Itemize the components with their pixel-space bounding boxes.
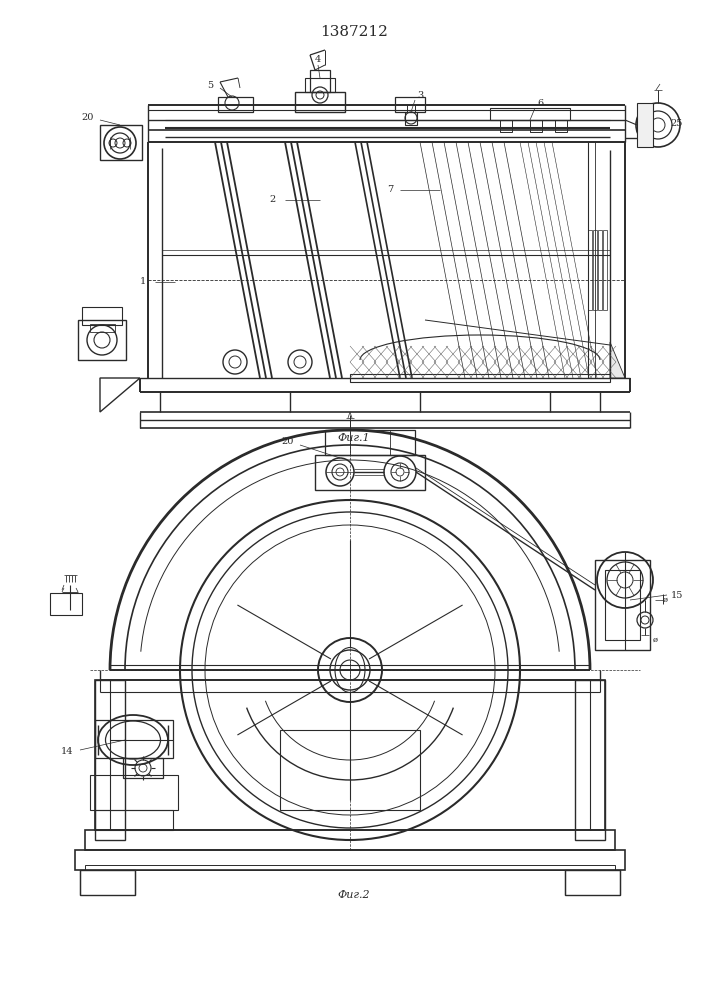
Bar (405, 112, 417, 125)
Text: 7: 7 (387, 186, 393, 194)
Bar (95, 720, 173, 758)
Bar (637, 103, 653, 147)
Text: 15: 15 (671, 590, 683, 599)
Polygon shape (610, 342, 625, 378)
Bar (80, 870, 135, 895)
Text: 1: 1 (140, 277, 146, 286)
Bar (218, 97, 253, 112)
Bar (598, 230, 602, 310)
Text: 25: 25 (671, 118, 683, 127)
Bar (310, 70, 330, 92)
Text: ø: ø (653, 636, 658, 644)
Bar (315, 455, 425, 490)
Bar (50, 593, 82, 615)
Text: 20: 20 (282, 438, 294, 446)
Bar (490, 108, 570, 120)
Bar (395, 97, 425, 112)
Text: 14: 14 (61, 748, 74, 756)
Bar (295, 92, 345, 112)
Bar (95, 810, 173, 830)
Bar (90, 324, 115, 332)
Text: 3: 3 (417, 92, 423, 101)
Bar (500, 120, 512, 132)
Bar (82, 307, 122, 325)
Bar (325, 430, 415, 455)
Bar (90, 775, 178, 810)
Bar (305, 78, 335, 92)
Text: 4: 4 (315, 55, 321, 64)
Bar (85, 830, 615, 850)
Bar (95, 680, 605, 830)
Bar (575, 680, 605, 840)
Bar (605, 570, 640, 640)
Bar (280, 730, 420, 810)
Bar (588, 230, 592, 310)
Bar (100, 125, 142, 160)
Bar (350, 374, 610, 382)
Text: 1387212: 1387212 (320, 25, 388, 39)
Text: Фиг.2: Фиг.2 (338, 890, 370, 900)
Text: 6: 6 (537, 99, 543, 107)
Bar (603, 230, 607, 310)
Bar (593, 230, 597, 310)
Bar (75, 850, 625, 870)
Bar (595, 560, 650, 650)
Bar (78, 320, 126, 360)
Bar (95, 680, 125, 840)
Bar (530, 120, 542, 132)
Text: ø: ø (662, 596, 667, 604)
Text: Фиг.1: Фиг.1 (338, 433, 370, 443)
Text: 5: 5 (207, 81, 213, 90)
Text: 20: 20 (82, 112, 94, 121)
Bar (123, 758, 163, 778)
Bar (555, 120, 567, 132)
Bar (85, 865, 615, 870)
Text: 2: 2 (270, 196, 276, 205)
Bar (565, 870, 620, 895)
